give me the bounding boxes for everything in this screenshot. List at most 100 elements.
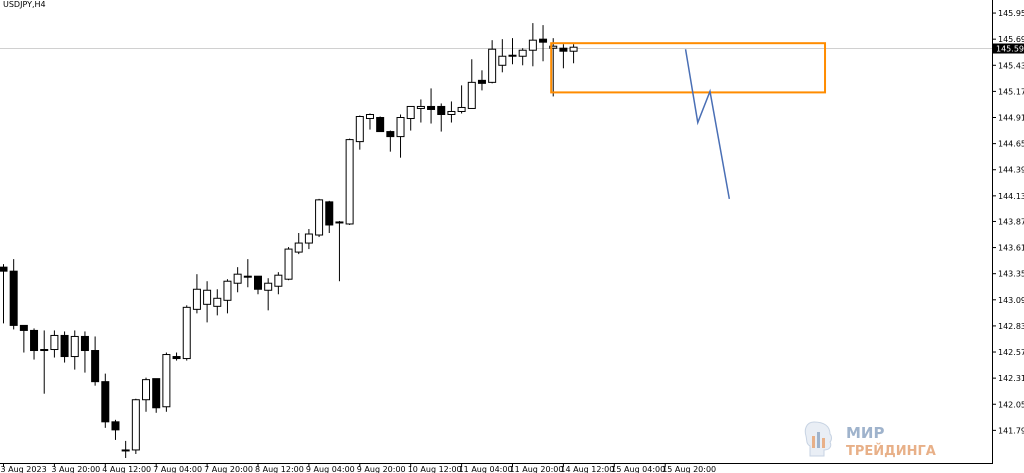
- candle-body-bull: [549, 45, 558, 49]
- candle: [477, 70, 486, 91]
- head-logo-icon: [804, 421, 832, 457]
- candle-body-bull: [488, 48, 497, 83]
- candle: [19, 324, 28, 353]
- y-tick-label: 143.875: [998, 217, 1024, 226]
- candle-body-bear: [60, 334, 69, 358]
- x-tick-label: 4 Aug 12:00: [102, 465, 151, 473]
- y-tick-label: 145.170: [998, 87, 1024, 96]
- time-axis: 3 Aug 2023 3 Aug 20:00 4 Aug 12:00 7 Aug 04…: [0, 463, 993, 473]
- candle-body-bear: [172, 356, 181, 360]
- candle-body-bear: [376, 117, 385, 133]
- candle: [355, 115, 364, 150]
- candle-body-bull: [355, 116, 364, 143]
- candle-body-bull: [131, 399, 140, 451]
- candle: [365, 113, 374, 130]
- price-axis: 145.950 145.690 145.430 145.170 144.910 144.6…: [992, 0, 1024, 463]
- y-tick-label: 144.910: [998, 114, 1024, 123]
- candle-body-bull: [416, 105, 425, 109]
- candle: [172, 352, 181, 361]
- x-tick-label: 15 Aug 20:00: [662, 465, 716, 473]
- candle: [549, 38, 558, 97]
- candle-body-bear: [335, 221, 344, 224]
- y-tick-label: 144.650: [998, 140, 1024, 149]
- candle-body-bull: [498, 55, 507, 66]
- candle-body-bear: [243, 275, 252, 278]
- y-tick-label: 143.355: [998, 270, 1024, 279]
- symbol-label: USDJPY,H4: [3, 0, 46, 9]
- candle: [304, 228, 313, 250]
- candle: [50, 330, 59, 358]
- y-tick-label: 144.130: [998, 192, 1024, 201]
- candle-body-bear: [477, 79, 486, 84]
- y-tick-label: 143.615: [998, 244, 1024, 253]
- x-tick-label: 10 Aug 12:00: [408, 465, 462, 473]
- current-price-label: 145.597: [996, 45, 1024, 54]
- y-tick-label: 145.690: [998, 35, 1024, 44]
- candle: [101, 373, 110, 428]
- candle-body-bull: [528, 39, 537, 51]
- candle: [457, 85, 466, 114]
- x-tick-label: 14 Aug 12:00: [560, 465, 614, 473]
- candle-body-bull: [457, 106, 466, 112]
- candle: [264, 278, 273, 311]
- x-tick-label: 11 Aug 20:00: [510, 465, 564, 473]
- plot-area: [0, 23, 992, 458]
- candle-body-bear: [0, 266, 8, 272]
- candle: [528, 23, 537, 67]
- candle-body-bull: [142, 379, 151, 401]
- candle-body-bear: [91, 350, 100, 383]
- candle-body-bull: [315, 199, 324, 236]
- candle: [284, 247, 293, 281]
- candle: [376, 116, 385, 133]
- candle: [386, 130, 395, 152]
- candle: [40, 330, 49, 394]
- candle: [325, 200, 334, 234]
- candle-body-bear: [121, 449, 130, 452]
- candle: [203, 281, 212, 323]
- candle-body-bull: [50, 334, 59, 351]
- x-tick-label: 3 Aug 2023: [1, 465, 47, 473]
- candle: [192, 274, 201, 314]
- y-tick-label: 144.390: [998, 166, 1024, 175]
- candle-body-bull: [264, 282, 273, 291]
- candle: [539, 25, 548, 62]
- candle-body-bull: [365, 113, 374, 120]
- forecast-path: [684, 49, 731, 199]
- candle: [9, 259, 18, 330]
- y-tick-label: 141.795: [998, 426, 1024, 435]
- candle-body-bull: [467, 81, 476, 109]
- candle: [0, 264, 8, 324]
- candle-body-bull: [447, 110, 456, 115]
- x-tick-label: 9 Aug 04:00: [306, 465, 355, 473]
- current-price-label-bg: [993, 43, 1024, 54]
- candle: [121, 440, 130, 458]
- candle: [416, 99, 425, 123]
- candle-body-bull: [396, 117, 405, 138]
- candle: [131, 398, 140, 454]
- candle-body-bear: [80, 335, 89, 352]
- candle-body-bear: [325, 201, 334, 226]
- candle-body-bear: [30, 329, 39, 352]
- candle: [498, 39, 507, 73]
- watermark-line1: МИР: [846, 424, 884, 442]
- candle: [70, 330, 79, 370]
- candle: [60, 331, 69, 363]
- candle-body-bull: [345, 139, 354, 225]
- candle: [162, 352, 171, 412]
- candle-body-bull: [192, 288, 201, 310]
- candle-body-bull: [274, 274, 283, 287]
- candle: [213, 289, 222, 316]
- y-tick-label: 142.315: [998, 374, 1024, 383]
- candle-body-bull: [182, 306, 191, 360]
- candle-body-bull: [518, 49, 527, 57]
- watermark-line2: ТРЕЙДИНГА: [846, 443, 936, 459]
- forecast-line: [684, 49, 731, 199]
- candle-body-bear: [539, 38, 548, 43]
- candle: [559, 44, 568, 69]
- candle: [152, 378, 161, 413]
- candle: [30, 328, 39, 360]
- candles: [0, 23, 578, 458]
- candle: [427, 88, 436, 124]
- candle: [488, 40, 497, 84]
